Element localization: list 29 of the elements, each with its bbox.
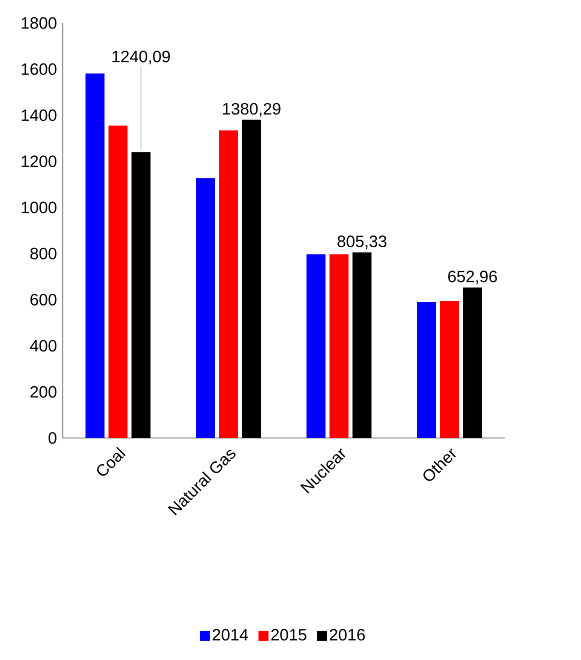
y-tick-label: 0 — [48, 432, 56, 444]
data-label: 1380,29 — [223, 102, 280, 117]
y-tick-label: 800 — [30, 248, 56, 260]
bar — [242, 120, 261, 438]
y-tick-label: 1200 — [22, 156, 56, 168]
data-label: 652,96 — [448, 270, 497, 284]
y-tick-label: 1000 — [22, 202, 56, 214]
bar — [132, 152, 150, 438]
bar — [306, 254, 326, 438]
bar — [219, 130, 238, 438]
y-tick-label: 600 — [30, 294, 56, 306]
bar — [86, 73, 104, 438]
data-label: 805,33 — [338, 236, 386, 250]
y-tick-label: 200 — [30, 386, 56, 398]
bar — [352, 252, 372, 438]
legend-label: 2015 — [271, 628, 306, 641]
bar — [108, 126, 128, 438]
legend-label: 2016 — [330, 628, 365, 641]
y-tick-label: 1400 — [22, 109, 56, 122]
bar — [462, 287, 482, 438]
y-tick-label: 1600 — [22, 63, 56, 75]
legend-label: 2014 — [212, 628, 248, 641]
y-tick-label: 400 — [30, 340, 56, 352]
bar — [196, 178, 215, 438]
data-label: 1240,09 — [112, 50, 170, 64]
bar — [416, 302, 436, 438]
bar — [440, 301, 459, 438]
bar — [329, 254, 348, 438]
y-tick-label: 1800 — [22, 17, 56, 29]
